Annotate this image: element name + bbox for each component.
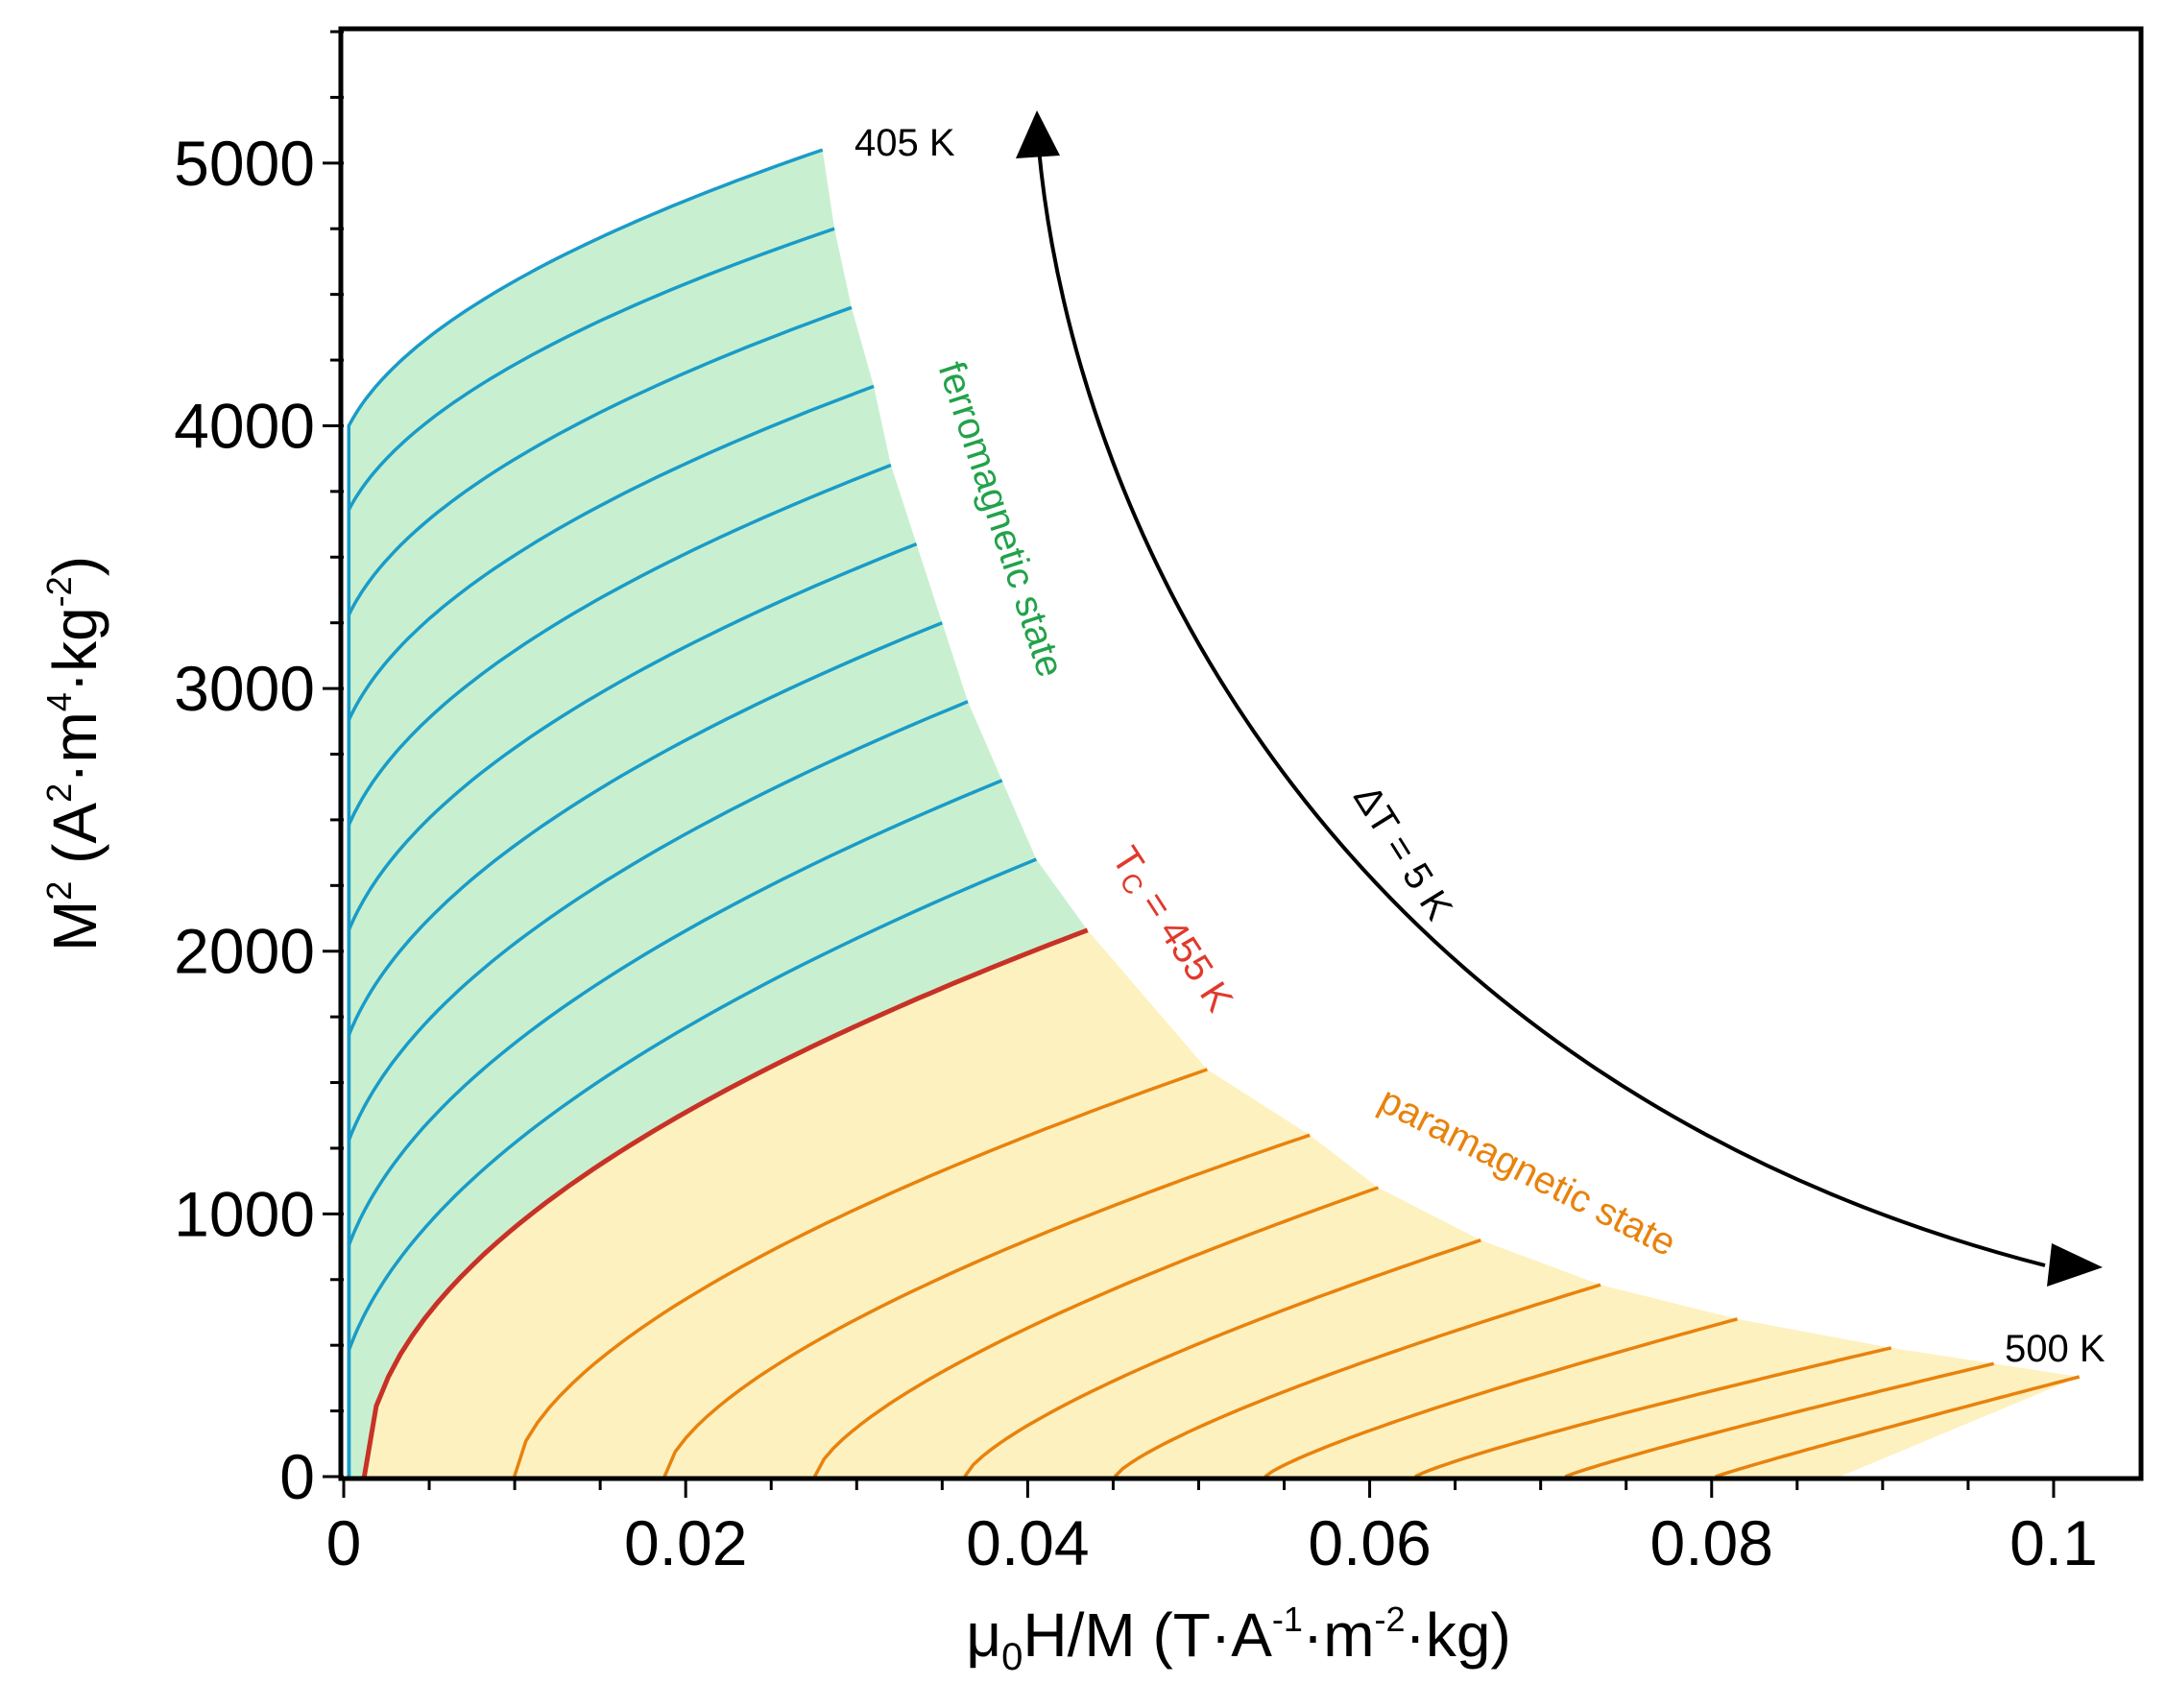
isotherm-470k <box>812 1186 1380 1478</box>
arrowhead-right-icon <box>2047 1243 2103 1287</box>
x-tick-label: 0.06 <box>1308 1507 1431 1578</box>
y-tick-label: 5000 <box>174 128 315 199</box>
label-delta-t: ΔT = 5 K <box>1345 778 1460 927</box>
isotherm-445k <box>347 779 1003 1477</box>
x-tick-labels: 0 0.02 0.04 0.06 0.08 0.1 <box>326 1507 2098 1578</box>
isotherm-420k <box>347 384 875 1477</box>
isotherm-500k <box>1715 1375 2081 1479</box>
phase-regions <box>349 150 2080 1478</box>
x-tick-label: 0.04 <box>966 1507 1089 1578</box>
y-tick-label: 3000 <box>174 653 315 724</box>
x-tick-label: 0.08 <box>1650 1507 1773 1578</box>
x-tick-label: 0 <box>326 1507 362 1578</box>
isotherm-475k <box>963 1239 1481 1479</box>
arrowhead-up-icon <box>1016 110 1060 158</box>
y-tick-label: 4000 <box>174 390 315 461</box>
isotherm-495k <box>1564 1361 1995 1479</box>
label-ferromagnetic-state: ferromagnetic state <box>930 356 1072 682</box>
y-tick-label: 1000 <box>174 1178 315 1249</box>
isotherm-430k <box>347 541 918 1477</box>
y-tick-label: 0 <box>279 1441 315 1512</box>
isotherm-410k <box>347 227 835 1477</box>
y-axis-title: M2 (A2·m4·kg-2) <box>39 556 109 951</box>
axis-ticks <box>323 30 2056 1498</box>
isotherm-440k <box>347 700 969 1477</box>
ferromagnetic-region <box>349 150 1088 1478</box>
isotherm-460k <box>513 1068 1208 1478</box>
isotherm-405k <box>347 148 824 1477</box>
label-405k: 405 K <box>854 122 955 164</box>
isotherm-450k <box>347 857 1037 1477</box>
paramagnetic-region <box>364 929 2080 1477</box>
isotherm-455k <box>361 927 1089 1478</box>
isotherm-415k <box>347 305 853 1477</box>
x-tick-label: 0.1 <box>2010 1507 2098 1578</box>
isotherm-480k <box>1113 1283 1601 1479</box>
temperature-sweep-arrow <box>1037 148 2046 1267</box>
isotherm-465k <box>662 1133 1311 1478</box>
isotherm-curves <box>347 148 2081 1479</box>
isotherm-490k <box>1414 1346 1892 1479</box>
isotherm-425k <box>347 463 892 1477</box>
y-tick-label: 2000 <box>174 916 315 987</box>
isotherm-485k <box>1264 1317 1738 1479</box>
x-tick-label: 0.02 <box>624 1507 747 1578</box>
isotherm-435k <box>347 621 943 1477</box>
x-axis-title: μ0H/M (T·A-1·m-2·kg) <box>966 1600 1511 1678</box>
label-500k: 500 K <box>2005 1328 2106 1370</box>
y-tick-labels: 0 1000 2000 3000 4000 5000 <box>174 128 315 1512</box>
